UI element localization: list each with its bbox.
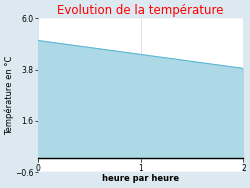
Y-axis label: Température en °C: Température en °C <box>4 55 14 135</box>
Title: Evolution de la température: Evolution de la température <box>57 4 224 17</box>
X-axis label: heure par heure: heure par heure <box>102 174 179 183</box>
